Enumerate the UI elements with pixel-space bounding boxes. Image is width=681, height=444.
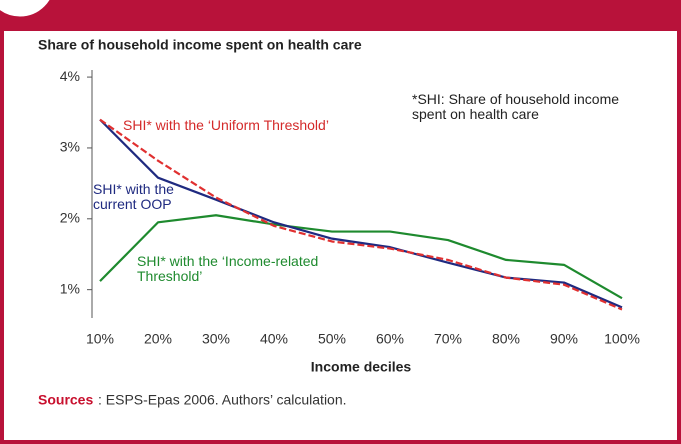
x-tick-label: 40% bbox=[260, 331, 288, 347]
series-line bbox=[99, 118, 623, 311]
x-tick-label: 70% bbox=[434, 331, 462, 347]
sources-text: : ESPS-Epas 2006. Authors’ calculation. bbox=[98, 392, 347, 408]
y-tick-label: 3% bbox=[60, 139, 80, 155]
sources-label: Sources bbox=[38, 392, 93, 408]
badge bbox=[0, 0, 53, 20]
x-tick-label: 30% bbox=[202, 331, 230, 347]
x-tick-label: 60% bbox=[376, 331, 404, 347]
x-tick-label: 10% bbox=[86, 331, 114, 347]
series-label: SHI* with the ‘Uniform Threshold’ bbox=[123, 117, 329, 133]
x-axis-title: Income deciles bbox=[311, 359, 412, 375]
x-tick-label: 90% bbox=[550, 331, 578, 347]
y-tick-label: 2% bbox=[60, 210, 80, 226]
series-line bbox=[99, 214, 623, 300]
note: *SHI: Share of household income spent on… bbox=[412, 91, 620, 122]
series-label: SHI* with the ‘Income-related Threshold’ bbox=[137, 253, 319, 284]
y-axis-title: Share of household income spent on healt… bbox=[38, 37, 362, 53]
series-label: SHI* with the current OOP bbox=[93, 181, 174, 212]
x-tick-label: 100% bbox=[604, 331, 640, 347]
y-tick-label: 1% bbox=[60, 280, 80, 296]
x-tick-label: 50% bbox=[318, 331, 346, 347]
panel bbox=[4, 31, 677, 440]
x-tick-label: 80% bbox=[492, 331, 520, 347]
x-tick-label: 20% bbox=[144, 331, 172, 347]
y-tick-label: 4% bbox=[60, 68, 80, 84]
